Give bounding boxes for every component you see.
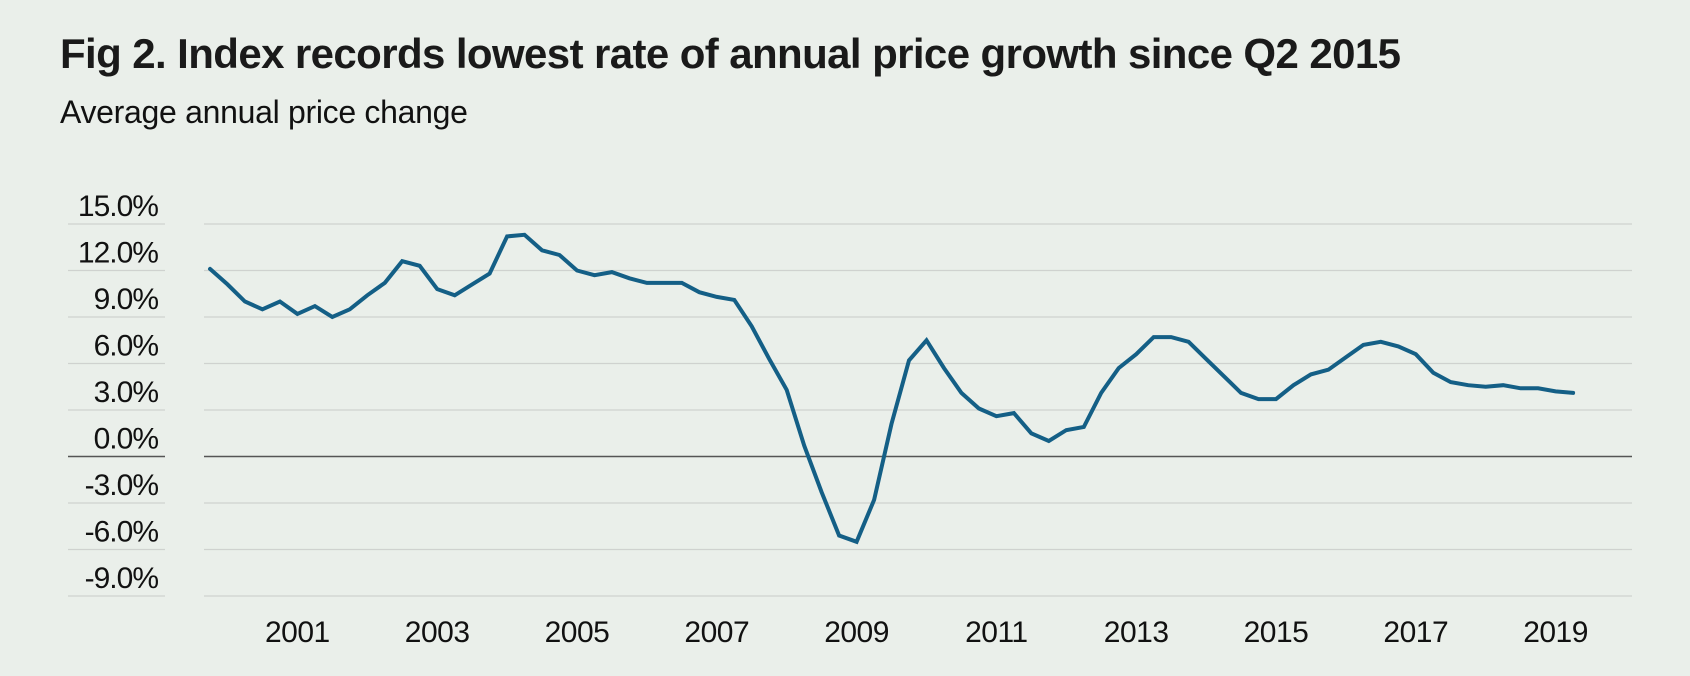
y-tick-label: 12.0% [78, 237, 158, 270]
x-tick-label: 2011 [965, 616, 1028, 649]
gridlines [204, 223, 1632, 597]
series-group [208, 232, 1576, 545]
x-axis-ticks: 2001 2003 2005 2007 2009 2011 2013 2015 2017 2019 [265, 616, 1588, 649]
y-tick-label: -3.0% [85, 469, 159, 502]
y-tick-label: 6.0% [94, 330, 159, 363]
y-tick-label: -6.0% [85, 516, 159, 549]
x-tick-label: 2015 [1244, 616, 1309, 649]
x-tick-label: 2005 [545, 616, 610, 649]
y-tick-label: 0.0% [94, 423, 159, 456]
x-tick-label: 2017 [1383, 616, 1448, 649]
y-axis-ticks: 15.0% 12.0% 9.0% 6.0% 3.0% 0.0% -3.0% -6.0% -9.0… [78, 190, 159, 595]
x-tick-label: 2003 [405, 616, 470, 649]
x-tick-label: 2013 [1104, 616, 1169, 649]
x-tick-label: 2007 [684, 616, 749, 649]
chart-subtitle: Average annual price change [60, 94, 468, 130]
y-tick-label: 9.0% [94, 283, 159, 316]
y-tick-label: 15.0% [78, 190, 158, 223]
series-line [208, 232, 1576, 545]
chart-title: Fig 2. Index records lowest rate of annu… [60, 30, 1401, 77]
x-tick-label: 2009 [824, 616, 889, 649]
y-label-gridlines [68, 223, 165, 597]
x-tick-label: 2001 [265, 616, 330, 649]
y-tick-label: -9.0% [85, 562, 159, 595]
x-tick-label: 2019 [1523, 616, 1588, 649]
y-tick-label: 3.0% [94, 376, 159, 409]
